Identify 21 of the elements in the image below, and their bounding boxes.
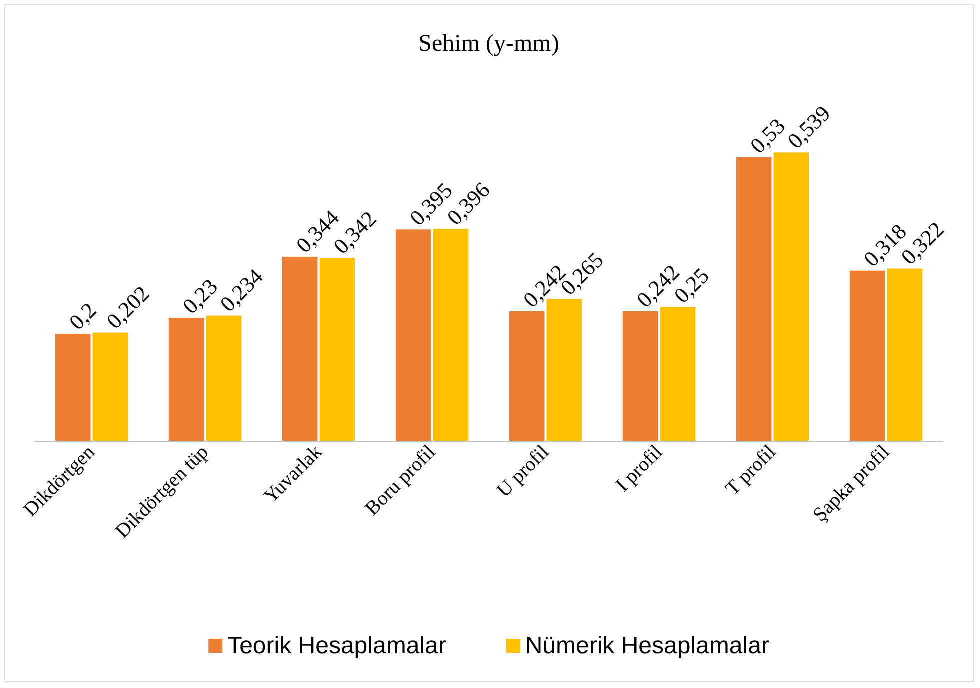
bar <box>509 312 545 441</box>
bar <box>736 157 772 441</box>
bar <box>206 316 242 441</box>
data-label: 0,2 <box>64 298 102 335</box>
bar <box>850 270 886 441</box>
chart-title: Sehim (y-mm) <box>418 31 560 57</box>
bar <box>887 268 923 441</box>
legend-label: Nümerik Hesaplamalar <box>525 632 770 660</box>
bar <box>433 229 469 441</box>
bar <box>396 230 432 441</box>
bar <box>774 152 810 441</box>
bar <box>55 334 91 441</box>
bar <box>92 332 128 441</box>
bar <box>282 256 318 441</box>
data-label: 0,53 <box>745 113 790 158</box>
bar <box>320 258 356 441</box>
bar <box>168 318 204 441</box>
legend-label: Teorik Hesaplamalar <box>228 632 446 660</box>
bar <box>622 312 658 441</box>
bar <box>660 307 696 441</box>
data-label: 0,23 <box>178 274 223 319</box>
